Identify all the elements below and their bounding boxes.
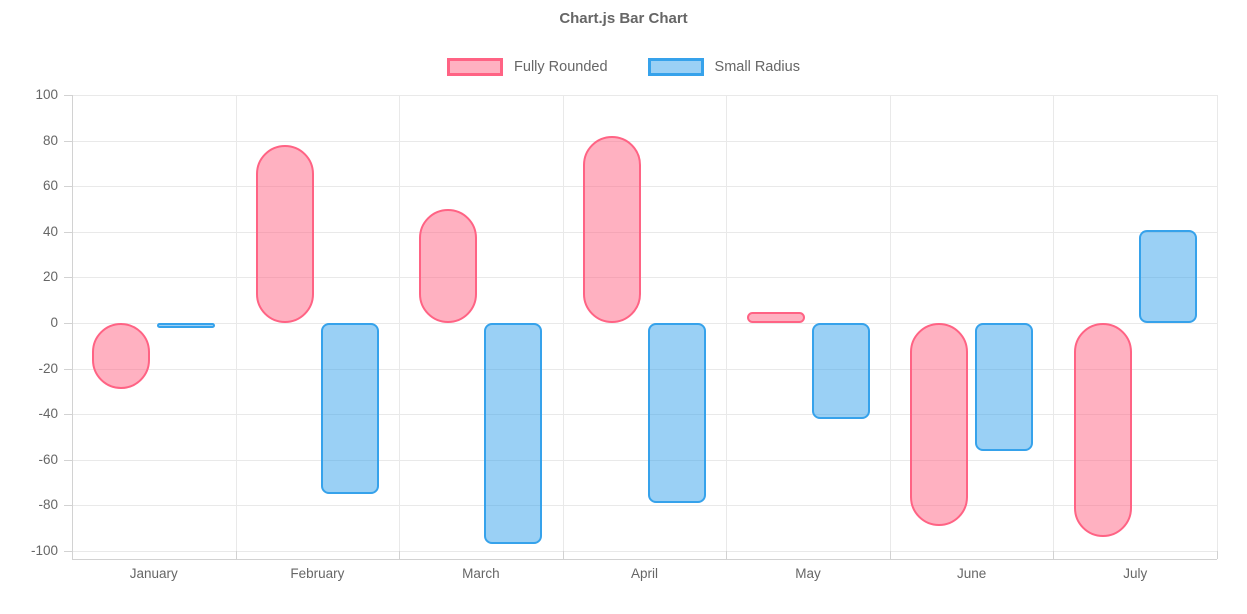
bar-small-radius-june[interactable] (975, 323, 1034, 451)
legend-swatch-small-radius (647, 58, 704, 76)
bar-fully-rounded-july[interactable] (1073, 323, 1132, 538)
x-tick-mark (1217, 551, 1218, 559)
x-tick-label: April (630, 566, 658, 581)
bar-small-radius-may[interactable] (811, 323, 870, 419)
chart-title: Chart.js Bar Chart (559, 10, 688, 27)
bar-fully-rounded-march[interactable] (419, 209, 478, 323)
bar-small-radius-february[interactable] (320, 323, 379, 494)
y-tick-label: 80 (42, 132, 58, 148)
x-tick-mark (235, 551, 237, 559)
bar-small-radius-july[interactable] (1138, 229, 1197, 323)
gridline-horizontal (72, 505, 1217, 507)
y-tick-mark (64, 505, 72, 507)
gridline-horizontal (72, 95, 1217, 96)
y-tick-mark (64, 277, 72, 279)
legend-swatch-fully-rounded (447, 58, 504, 76)
x-tick-mark (1053, 551, 1055, 559)
y-tick-mark (64, 323, 72, 324)
x-tick-label: February (290, 566, 345, 581)
gridline-vertical (399, 95, 401, 551)
y-tick-mark (64, 231, 72, 233)
bar-fully-rounded-april[interactable] (583, 136, 641, 323)
x-tick-label: June (956, 566, 987, 581)
x-tick-label: March (462, 566, 500, 581)
y-tick-mark (64, 414, 72, 416)
x-tick-mark (399, 551, 401, 559)
gridline-vertical (235, 95, 237, 551)
y-tick-mark (64, 95, 72, 96)
y-tick-label: 40 (42, 223, 58, 239)
y-tick-label: 60 (42, 178, 58, 194)
bar-fully-rounded-may[interactable] (746, 311, 805, 323)
y-tick-mark (64, 368, 72, 370)
gridline-vertical (889, 95, 891, 551)
x-tick-mark (889, 551, 891, 559)
gridline-vertical (1217, 95, 1218, 551)
y-tick-mark (64, 140, 72, 142)
y-tick-label: -40 (38, 406, 58, 422)
bar-fully-rounded-january[interactable] (92, 323, 151, 390)
legend-label-small-radius: Small Radius (714, 59, 800, 75)
gridline-horizontal (72, 277, 1217, 279)
y-axis-border (72, 95, 73, 559)
x-tick-label: May (795, 566, 821, 581)
gridline-vertical (726, 95, 728, 551)
x-tick-mark (726, 551, 728, 559)
y-tick-mark (64, 551, 72, 552)
legend-item-fully-rounded[interactable]: Fully Rounded (447, 58, 608, 76)
legend-item-small-radius[interactable]: Small Radius (647, 58, 800, 76)
bar-small-radius-march[interactable] (484, 323, 543, 545)
x-axis-border (72, 559, 1217, 560)
gridline-vertical (562, 95, 564, 551)
y-tick-label: 0 (50, 315, 58, 330)
y-tick-label: -60 (38, 451, 58, 467)
gridline-vertical (1053, 95, 1055, 551)
y-tick-label: -20 (38, 360, 58, 376)
bar-fully-rounded-february[interactable] (255, 145, 314, 323)
bar-small-radius-january[interactable] (157, 323, 216, 328)
gridline-horizontal (72, 551, 1217, 552)
y-tick-label: 100 (35, 87, 58, 102)
gridline-horizontal (72, 323, 1217, 324)
y-tick-label: 20 (42, 269, 58, 285)
gridline-horizontal (72, 231, 1217, 233)
gridline-horizontal (72, 414, 1217, 416)
gridline-horizontal (72, 459, 1217, 461)
y-tick-label: -100 (30, 543, 58, 558)
bar-small-radius-april[interactable] (648, 323, 706, 504)
x-tick-label: January (129, 566, 178, 581)
gridline-horizontal (72, 140, 1217, 142)
y-tick-label: -80 (38, 497, 58, 513)
bar-fully-rounded-june[interactable] (910, 323, 969, 526)
gridline-horizontal (72, 186, 1217, 188)
y-tick-mark (64, 186, 72, 188)
chart-legend: Fully Rounded Small Radius (0, 58, 1247, 76)
x-tick-mark (562, 551, 564, 559)
x-tick-label: July (1123, 566, 1148, 581)
gridline-horizontal (72, 368, 1217, 370)
y-tick-mark (64, 459, 72, 461)
legend-label-fully-rounded: Fully Rounded (514, 59, 608, 75)
